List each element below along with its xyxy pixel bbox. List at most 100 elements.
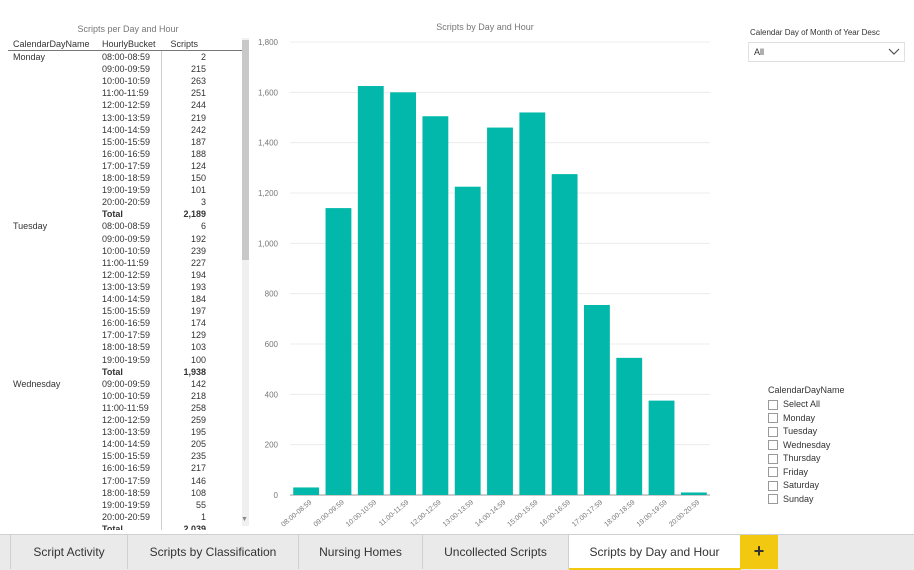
table-row[interactable]: 13:00-13:59 193 bbox=[8, 282, 242, 294]
table-row[interactable]: 20:00-20:59 3 bbox=[8, 197, 242, 209]
table-row[interactable]: Tuesday 08:00-08:59 6 bbox=[8, 221, 242, 233]
tab-scripts-by-day-and-hour[interactable]: Scripts by Day and Hour bbox=[569, 535, 741, 570]
table-row[interactable]: 12:00-12:59 259 bbox=[8, 415, 242, 427]
table-row[interactable]: 16:00-16:59 217 bbox=[8, 463, 242, 475]
checkbox-icon[interactable] bbox=[768, 494, 778, 505]
bar[interactable] bbox=[390, 92, 416, 496]
month-slicer-label: Calendar Day of Month of Year Desc bbox=[750, 28, 880, 37]
tab-script-activity[interactable]: Script Activity bbox=[11, 535, 128, 569]
table-total-row[interactable]: Total 2,039 bbox=[8, 524, 242, 530]
scripts-cell: 187 bbox=[190, 136, 206, 147]
page-tabs: Script Activity Scripts by Classificatio… bbox=[0, 534, 914, 570]
bar[interactable] bbox=[584, 304, 610, 495]
bar[interactable] bbox=[293, 487, 320, 495]
table-row[interactable]: 09:00-09:59 215 bbox=[8, 64, 242, 76]
table-row[interactable]: 19:00-19:59 55 bbox=[8, 500, 242, 512]
bar[interactable] bbox=[616, 357, 643, 495]
header-calendar-day-name[interactable]: CalendarDayName bbox=[13, 39, 90, 49]
checkbox-icon[interactable] bbox=[768, 453, 778, 464]
tab-scripts-by-classification[interactable]: Scripts by Classification bbox=[128, 535, 299, 569]
month-slicer-dropdown[interactable]: All bbox=[748, 42, 905, 62]
scripts-cell: 103 bbox=[190, 342, 206, 353]
table-row[interactable]: 16:00-16:59 174 bbox=[8, 318, 242, 330]
slicer-option-sunday[interactable]: Sunday bbox=[768, 494, 845, 508]
add-page-button[interactable]: + bbox=[740, 535, 778, 569]
slicer-option-tuesday[interactable]: Tuesday bbox=[768, 426, 845, 440]
table-row[interactable]: 10:00-10:59 218 bbox=[8, 391, 242, 403]
table-row[interactable]: 19:00-19:59 101 bbox=[8, 185, 242, 197]
table-row[interactable]: Monday 08:00-08:59 2 bbox=[8, 52, 242, 64]
bar[interactable] bbox=[551, 174, 578, 495]
table-row[interactable]: 14:00-14:59 242 bbox=[8, 125, 242, 137]
slicer-option-friday[interactable]: Friday bbox=[768, 467, 845, 481]
table-row[interactable]: 15:00-15:59 197 bbox=[8, 306, 242, 318]
scripts-cell: 124 bbox=[190, 160, 206, 171]
tab-scroll-grip[interactable] bbox=[0, 535, 11, 569]
table-row[interactable]: 09:00-09:59 192 bbox=[8, 234, 242, 246]
table-row[interactable]: 13:00-13:59 195 bbox=[8, 427, 242, 439]
table-row[interactable]: 10:00-10:59 239 bbox=[8, 246, 242, 258]
table-scrollbar[interactable] bbox=[242, 38, 249, 526]
tab-uncollected-scripts[interactable]: Uncollected Scripts bbox=[423, 535, 569, 569]
slicer-option-monday[interactable]: Monday bbox=[768, 413, 845, 427]
table-row[interactable]: 18:00-18:59 150 bbox=[8, 173, 242, 185]
scripts-cell: 218 bbox=[190, 390, 206, 401]
checkbox-icon[interactable] bbox=[768, 399, 778, 410]
table-row[interactable]: 13:00-13:59 219 bbox=[8, 113, 242, 125]
table-divider bbox=[161, 51, 162, 530]
bar[interactable] bbox=[487, 127, 513, 496]
table-row[interactable]: 17:00-17:59 124 bbox=[8, 161, 242, 173]
header-scripts[interactable]: Scripts bbox=[170, 39, 198, 49]
table-total-row[interactable]: Total 1,938 bbox=[8, 367, 242, 379]
x-tick-label: 20:00-20:59 bbox=[668, 499, 701, 528]
table-row[interactable]: 11:00-11:59 258 bbox=[8, 403, 242, 415]
bar[interactable] bbox=[680, 492, 707, 495]
table-row[interactable]: 11:00-11:59 251 bbox=[8, 88, 242, 100]
y-tick-label: 200 bbox=[265, 441, 279, 450]
table-total-row[interactable]: Total 2,189 bbox=[8, 209, 242, 221]
table-row[interactable]: 11:00-11:59 227 bbox=[8, 258, 242, 270]
checkbox-icon[interactable] bbox=[768, 480, 778, 491]
scripts-cell: 192 bbox=[190, 233, 206, 244]
table-row[interactable]: 20:00-20:59 1 bbox=[8, 512, 242, 524]
table-row[interactable]: 12:00-12:59 244 bbox=[8, 100, 242, 112]
tab-nursing-homes[interactable]: Nursing Homes bbox=[299, 535, 423, 569]
table-row[interactable]: 18:00-18:59 108 bbox=[8, 488, 242, 500]
table-row[interactable]: 14:00-14:59 205 bbox=[8, 439, 242, 451]
table-row[interactable]: 19:00-19:59 100 bbox=[8, 355, 242, 367]
table-row[interactable]: 16:00-16:59 188 bbox=[8, 149, 242, 161]
checkbox-icon[interactable] bbox=[768, 413, 778, 424]
checkbox-icon[interactable] bbox=[768, 467, 778, 478]
hour-cell: 18:00-18:59 bbox=[102, 173, 151, 183]
table-row[interactable]: 12:00-12:59 194 bbox=[8, 270, 242, 282]
scripts-cell: 242 bbox=[190, 124, 206, 135]
bar[interactable] bbox=[454, 186, 481, 496]
bar[interactable] bbox=[422, 116, 449, 495]
table-row[interactable]: 18:00-18:59 103 bbox=[8, 342, 242, 354]
hour-cell: 12:00-12:59 bbox=[102, 415, 151, 425]
table-row[interactable]: 17:00-17:59 146 bbox=[8, 476, 242, 488]
x-tick-label: 11:00-11:59 bbox=[378, 499, 410, 528]
checkbox-icon[interactable] bbox=[768, 426, 778, 437]
checkbox-icon[interactable] bbox=[768, 440, 778, 451]
slicer-option-select-all[interactable]: Select All bbox=[768, 399, 845, 413]
report-canvas: Scripts per Day and Hour CalendarDayName… bbox=[8, 22, 905, 530]
slicer-option-wednesday[interactable]: Wednesday bbox=[768, 440, 845, 454]
table-row[interactable]: Wednesday 09:00-09:59 142 bbox=[8, 379, 242, 391]
y-tick-label: 1,600 bbox=[258, 88, 279, 97]
bar[interactable] bbox=[648, 400, 675, 495]
bar[interactable] bbox=[357, 86, 384, 495]
slicer-option-saturday[interactable]: Saturday bbox=[768, 480, 845, 494]
scrollbar-thumb[interactable] bbox=[242, 40, 249, 260]
scroll-down-icon[interactable]: ▼ bbox=[241, 516, 248, 523]
header-hourly-bucket[interactable]: HourlyBucket bbox=[102, 39, 156, 49]
bar[interactable] bbox=[519, 112, 546, 495]
slicer-option-thursday[interactable]: Thursday bbox=[768, 453, 845, 467]
table-row[interactable]: 15:00-15:59 235 bbox=[8, 451, 242, 463]
table-row[interactable]: 17:00-17:59 129 bbox=[8, 330, 242, 342]
hour-cell: 09:00-09:59 bbox=[102, 233, 151, 244]
table-row[interactable]: 15:00-15:59 187 bbox=[8, 137, 242, 149]
table-row[interactable]: 10:00-10:59 263 bbox=[8, 76, 242, 88]
table-row[interactable]: 14:00-14:59 184 bbox=[8, 294, 242, 306]
bar[interactable] bbox=[325, 208, 352, 495]
